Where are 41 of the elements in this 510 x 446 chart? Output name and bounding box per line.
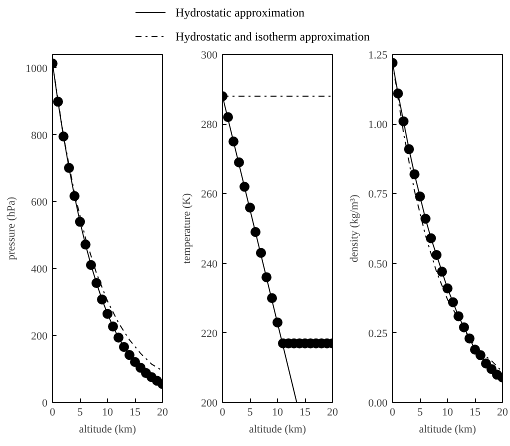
- x-tick-label: 0: [220, 406, 226, 418]
- y-tick-label: 0.50: [368, 258, 388, 270]
- y-tick-label: 220: [201, 328, 218, 340]
- legend-label: Hydrostatic and isotherm approximation: [176, 30, 370, 44]
- y-tick-label: 240: [201, 258, 218, 270]
- y-tick-label: 800: [31, 130, 48, 142]
- y-tick-label: 200: [201, 398, 218, 410]
- x-tick-label: 5: [77, 406, 84, 418]
- x-tick-label: 5: [247, 406, 254, 418]
- x-tick-label: 15: [300, 406, 311, 418]
- x-tick-label: 0: [50, 406, 56, 418]
- y-tick-label: 0.00: [368, 398, 388, 410]
- x-axis-title: altitude (km): [78, 424, 136, 436]
- x-tick-label: 20: [157, 406, 168, 418]
- x-tick-label: 15: [470, 406, 481, 418]
- x-tick-label: 10: [442, 406, 454, 418]
- y-tick-label: 200: [31, 330, 48, 343]
- y-tick-label: 1000: [26, 62, 48, 75]
- x-tick-label: 20: [327, 406, 338, 418]
- y-tick-label: 300: [201, 50, 218, 62]
- y-tick-label: 1.00: [368, 119, 388, 132]
- y-tick-label: 0: [42, 398, 48, 410]
- y-tick-label: 1.25: [368, 50, 388, 62]
- y-tick-label: 0.25: [368, 328, 388, 340]
- y-axis-title: temperature (K): [181, 192, 193, 264]
- legend-label: Hydrostatic approximation: [176, 6, 304, 20]
- y-tick-label: 400: [31, 264, 48, 276]
- x-tick-label: 10: [272, 406, 284, 418]
- x-tick-label: 5: [417, 406, 424, 418]
- y-tick-label: 280: [201, 119, 218, 132]
- x-tick-label: 0: [390, 406, 396, 418]
- x-axis-title: altitude (km): [248, 424, 306, 436]
- x-tick-label: 10: [102, 406, 114, 418]
- y-tick-label: 260: [201, 188, 218, 201]
- x-tick-label: 20: [497, 406, 508, 418]
- y-tick-label: 600: [31, 196, 48, 209]
- y-axis-title: density (kg/m³): [348, 194, 360, 262]
- x-axis-title: altitude (km): [418, 424, 476, 436]
- y-tick-label: 0.75: [368, 188, 388, 201]
- x-tick-label: 15: [130, 406, 141, 418]
- y-axis-title: pressure (hPa): [6, 196, 18, 260]
